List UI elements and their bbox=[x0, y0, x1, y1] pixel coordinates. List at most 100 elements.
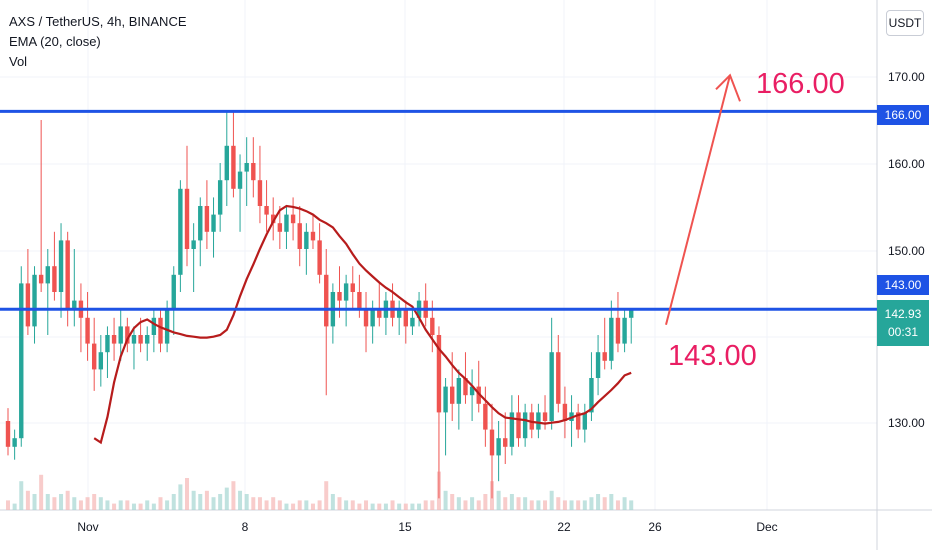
candle-body bbox=[622, 317, 627, 344]
volume-bar bbox=[178, 484, 183, 510]
volume-bar bbox=[629, 500, 634, 510]
volume-bar bbox=[357, 503, 362, 510]
candle-body bbox=[317, 240, 322, 275]
volume-bar bbox=[383, 503, 388, 510]
volume-bar bbox=[291, 503, 296, 510]
candle-body bbox=[522, 412, 528, 439]
volume-bar bbox=[198, 494, 203, 510]
candle-body bbox=[65, 240, 70, 310]
target-annotation-166: 166.00 bbox=[756, 68, 845, 100]
volume-bar bbox=[423, 500, 428, 510]
candle-body bbox=[25, 283, 31, 327]
volume-bar bbox=[39, 474, 44, 510]
candle-body bbox=[131, 335, 137, 344]
volume-bar bbox=[509, 494, 514, 510]
volume-indicator-label[interactable]: Vol bbox=[9, 54, 28, 69]
candle-body bbox=[98, 352, 104, 370]
candle-body bbox=[575, 412, 581, 430]
volume-bar bbox=[496, 490, 501, 510]
volume-bar bbox=[151, 503, 156, 510]
candle-body bbox=[244, 163, 249, 172]
candle-body bbox=[516, 412, 521, 439]
volume-bar bbox=[257, 497, 262, 510]
volume-bar bbox=[224, 487, 229, 510]
candle-body bbox=[324, 274, 329, 327]
candle-body bbox=[609, 317, 614, 361]
candle-body bbox=[542, 412, 548, 421]
volume-bar bbox=[6, 500, 10, 510]
y-tick-label: 130.00 bbox=[888, 416, 925, 430]
candle-body bbox=[476, 386, 481, 404]
symbol-title[interactable]: AXS / TetherUS, 4h, BINANCE bbox=[9, 14, 187, 29]
candle-body bbox=[582, 412, 588, 430]
ema-indicator-label[interactable]: EMA (20, close) bbox=[9, 34, 101, 49]
candle-body bbox=[118, 326, 123, 344]
candle-body bbox=[536, 412, 541, 430]
candle-body bbox=[164, 309, 170, 344]
currency-button[interactable]: USDT bbox=[886, 10, 924, 36]
volume-bar bbox=[364, 500, 369, 510]
candle-body bbox=[562, 403, 568, 421]
candle-body bbox=[264, 206, 269, 215]
volume-bar bbox=[218, 494, 223, 510]
last-price-value: 142.93 bbox=[884, 307, 922, 321]
candle-body bbox=[403, 309, 408, 327]
level-166-price-tag: 166.00 bbox=[877, 105, 929, 125]
candle-body bbox=[178, 188, 183, 275]
volume-bar bbox=[562, 500, 567, 510]
candle-body bbox=[396, 309, 402, 318]
candle-body bbox=[85, 317, 90, 344]
volume-bar bbox=[450, 494, 455, 510]
volume-bar bbox=[271, 497, 276, 510]
volume-bar bbox=[370, 503, 375, 510]
candle-body bbox=[377, 309, 382, 318]
volume-bar bbox=[59, 494, 64, 510]
volume-bar bbox=[204, 490, 209, 510]
volume-bar bbox=[397, 503, 402, 510]
volume-bar bbox=[470, 497, 475, 510]
volume-bar bbox=[430, 500, 435, 510]
candle-body bbox=[450, 386, 455, 404]
volume-bar bbox=[549, 490, 554, 510]
projection-arrow-line bbox=[665, 75, 731, 326]
volume-bar bbox=[92, 494, 97, 510]
volume-bar bbox=[264, 500, 269, 510]
y-tick-label: 150.00 bbox=[888, 244, 925, 258]
candle-body bbox=[145, 335, 150, 344]
volume-bar bbox=[556, 497, 561, 510]
candle-body bbox=[204, 206, 210, 232]
volume-bar bbox=[52, 497, 57, 510]
volume-bar bbox=[337, 497, 342, 510]
candle-body bbox=[171, 274, 176, 310]
support-annotation-143: 143.00 bbox=[668, 340, 757, 372]
volume-bar bbox=[65, 490, 70, 510]
candle-body bbox=[589, 378, 594, 413]
volume-bar bbox=[231, 481, 236, 510]
candle-body bbox=[151, 317, 157, 335]
candle-body bbox=[463, 378, 468, 396]
candle-body bbox=[370, 309, 375, 327]
candle-body bbox=[483, 403, 488, 430]
volume-bar bbox=[251, 497, 256, 510]
candle-body bbox=[91, 343, 97, 370]
candle-body bbox=[443, 386, 448, 413]
x-tick-label: Nov bbox=[77, 520, 99, 534]
candle-body bbox=[290, 214, 296, 224]
candle-body bbox=[430, 317, 435, 335]
volume-bar bbox=[165, 500, 170, 510]
x-tick-label: 15 bbox=[398, 520, 412, 534]
volume-bar bbox=[32, 494, 37, 510]
volume-bar bbox=[576, 500, 581, 510]
candle-body bbox=[503, 438, 508, 447]
volume-bar bbox=[483, 494, 488, 510]
candle-body bbox=[509, 412, 515, 447]
volume-bar bbox=[12, 503, 17, 510]
candle-body bbox=[45, 266, 50, 284]
candle-body bbox=[198, 206, 203, 241]
candle-body bbox=[105, 335, 110, 353]
volume-bar bbox=[277, 500, 282, 510]
candle-body bbox=[343, 283, 349, 301]
x-tick-label: 8 bbox=[241, 520, 249, 534]
volume-bar bbox=[536, 500, 541, 510]
